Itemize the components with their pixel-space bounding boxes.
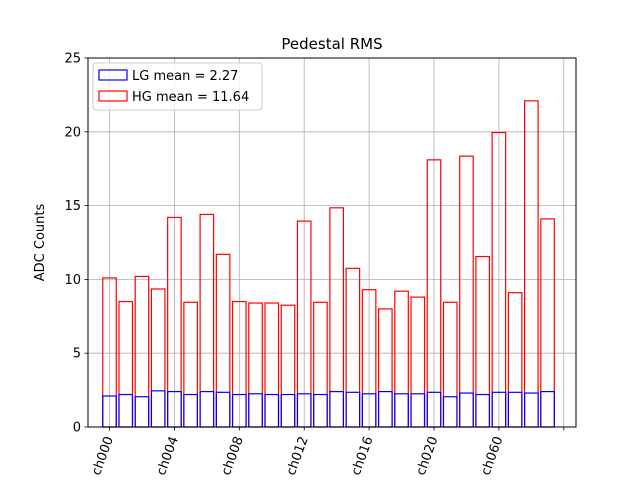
y-tick-label: 5 (73, 347, 81, 362)
y-tick-label: 10 (64, 273, 81, 288)
y-tick-label: 15 (64, 199, 81, 214)
chart-title: Pedestal RMS (281, 35, 382, 53)
y-tick-label: 20 (64, 125, 81, 140)
legend-box (92, 62, 263, 111)
legend-label-lg: LG mean = 2.27 (132, 69, 238, 84)
legend-label-hg: HG mean = 11.64 (132, 90, 249, 105)
y-tick-label: 25 (64, 52, 81, 67)
legend: LG mean = 2.27 HG mean = 11.64 (92, 62, 263, 111)
y-axis-title: ADC Counts (33, 204, 48, 282)
legend-swatch-lg (98, 69, 128, 81)
plot-frame (87, 57, 577, 428)
y-tick-label: 0 (73, 421, 81, 436)
legend-swatch-hg (98, 90, 128, 102)
grid (88, 57, 576, 428)
